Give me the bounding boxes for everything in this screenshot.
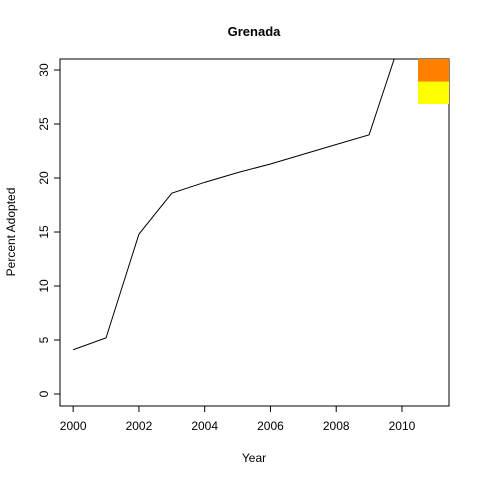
y-tick-label: 0 <box>37 390 51 397</box>
plot-area <box>72 59 395 351</box>
y-tick-label: 5 <box>37 336 51 343</box>
x-tick-label: 2004 <box>191 419 218 433</box>
x-tick-label: 2008 <box>323 419 350 433</box>
chart-title: Grenada <box>228 24 282 39</box>
y-tick-label: 15 <box>37 225 51 239</box>
x-tick-label: 2002 <box>126 419 153 433</box>
line-series <box>72 59 395 351</box>
y-tick-label: 20 <box>37 171 51 185</box>
x-tick-label: 2000 <box>60 419 87 433</box>
x-tick-label: 2006 <box>257 419 284 433</box>
y-axis-label: Percent Adopted <box>4 188 18 277</box>
x-tick-label: 2010 <box>389 419 416 433</box>
legend-key <box>418 59 449 82</box>
y-tick-label: 25 <box>37 117 51 131</box>
y-tick-label: 10 <box>37 279 51 293</box>
x-axis-label: Year <box>242 451 266 465</box>
y-tick-label: 30 <box>37 63 51 77</box>
legend-key <box>418 81 449 104</box>
